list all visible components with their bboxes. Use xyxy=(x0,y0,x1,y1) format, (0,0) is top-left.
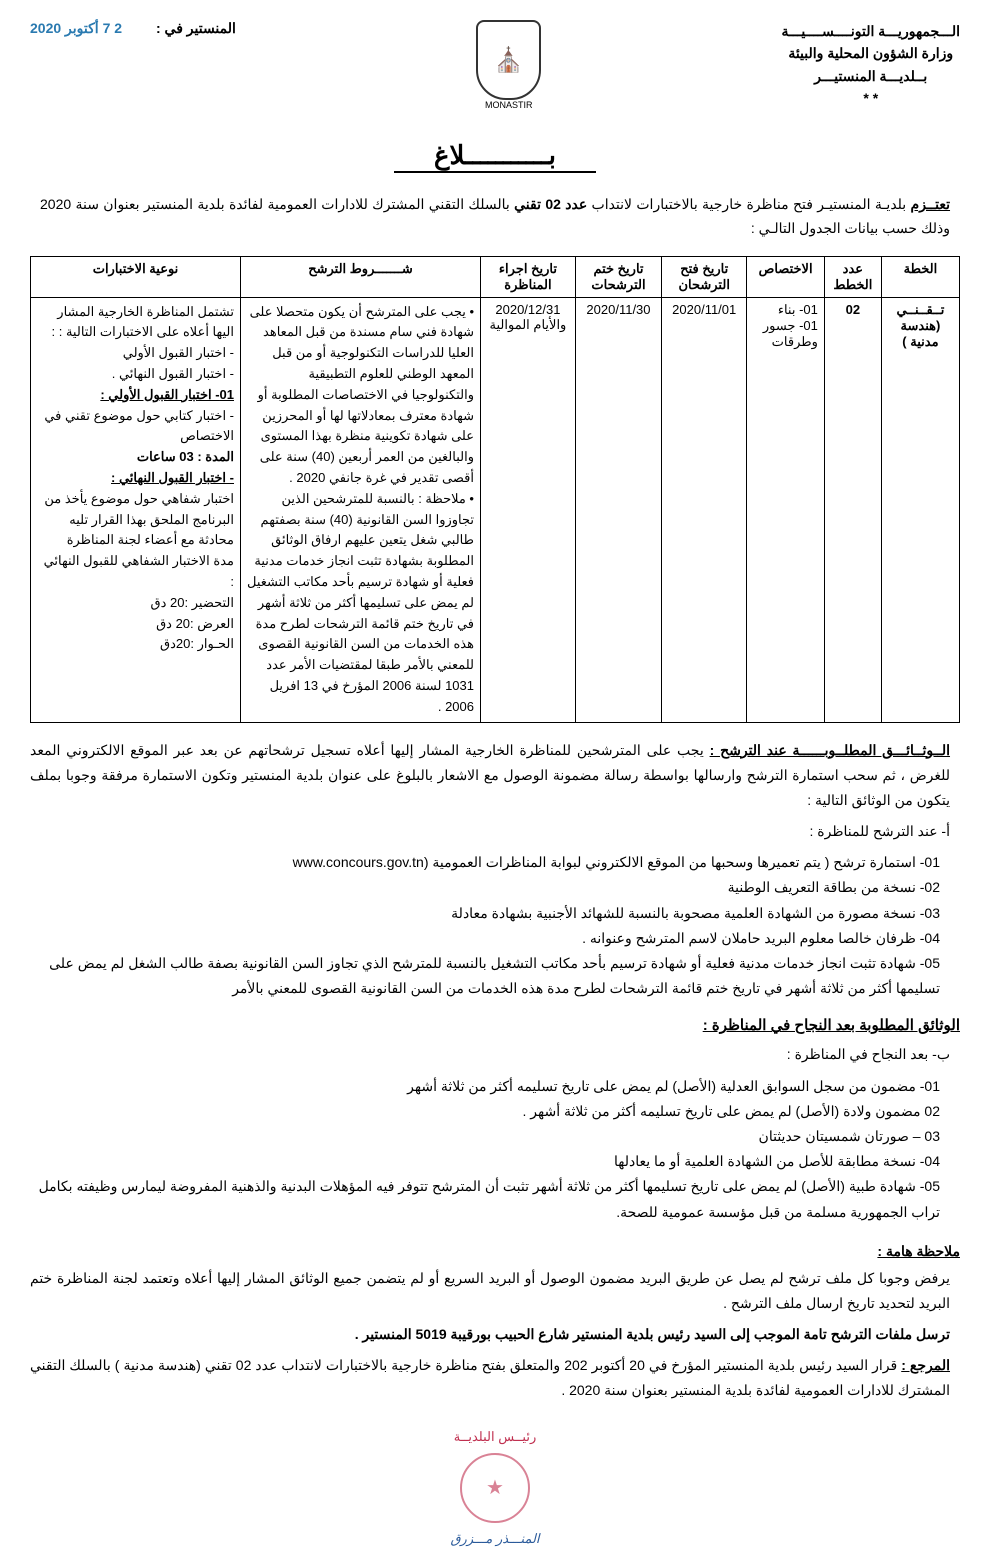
header-logo-block: MONASTIR xyxy=(476,20,541,110)
th-examtype: نوعية الاختبارات xyxy=(31,256,241,297)
docs-apply-block: الــوثــائـــق المطلــوبــــــة عند التر… xyxy=(30,738,950,814)
list-item: 02- نسخة من بطاقة التعريف الوطنية xyxy=(30,875,940,900)
note-ref-body: قرار السيد رئيس بلدية المنستير المؤرخ في… xyxy=(30,1357,950,1398)
cell-plan: تــقــنــي (هندسة مدنية ) xyxy=(881,297,959,722)
list-item: 04- نسخة مطابقة للأصل من الشهادة العلمية… xyxy=(30,1149,940,1174)
cell-examtype: تشتمل المناظرة الخارجية المشار اليها أعل… xyxy=(31,297,241,722)
intro-count: عدد 02 تقني xyxy=(514,196,587,212)
document-title: بـــــــــــلاغ xyxy=(394,140,596,173)
table-header-row: الخطة عدد الخطط الاختصاص تاريخ فتح الترش… xyxy=(31,256,960,297)
document-header: الـــجمهوريـــة التونــــســــيـــة وزار… xyxy=(30,20,960,110)
list-item: 05- شهادة تثبت انجاز خدمات مدنية فعلية أ… xyxy=(30,951,940,1001)
signature-block: رئيــس البلديــة المنـــذر مـــزرق xyxy=(30,1429,960,1547)
list-item: 02 مضمون ولادة (الأصل) لم يمض على تاريخ … xyxy=(30,1099,940,1124)
docs-success-list: 01- مضمون من سجل السوابق العدلية (الأصل)… xyxy=(30,1074,940,1225)
th-specialty: الاختصاص xyxy=(747,256,825,297)
header-authority: الـــجمهوريـــة التونــــســــيـــة وزار… xyxy=(782,20,960,110)
title-section: بـــــــــــلاغ xyxy=(30,140,960,173)
note-body1: يرفض وجوبا كل ملف ترشح لم يصل عن طريق ال… xyxy=(30,1266,950,1316)
date-value: 2 7 أكتوبر 2020 xyxy=(30,20,122,36)
docs-success-title: الوثائق المطلوبة بعد النجاح في المناظرة … xyxy=(30,1016,960,1034)
list-item: 05- شهادة طبية (الأصل) لم يمض على تاريخ … xyxy=(30,1174,940,1224)
docs-apply-subtitle: أ- عند الترشح للمناظرة : xyxy=(30,819,950,844)
recruitment-table: الخطة عدد الخطط الاختصاص تاريخ فتح الترش… xyxy=(30,256,960,723)
th-plan: الخطة xyxy=(881,256,959,297)
intro-prefix: تعتــزم xyxy=(911,196,950,212)
monastir-logo-icon xyxy=(476,20,541,100)
note-ref-label: المرجع : xyxy=(901,1357,950,1373)
th-open: تاريخ فتح الترشحان xyxy=(662,256,747,297)
stars: * * xyxy=(782,87,960,109)
exam-duration: المدة : 03 ساعات xyxy=(37,447,234,468)
signature-role: رئيــس البلديــة xyxy=(30,1429,960,1445)
header-date-block: المنستير في : 2 7 أكتوبر 2020 xyxy=(30,20,236,37)
exam-prelim-body: - اختبار كتابي حول موضوع تقني في الاختصا… xyxy=(37,406,234,448)
note-title: ملاحظة هامة : xyxy=(30,1243,960,1260)
exam-final-title: - اختبار القبول النهائي : xyxy=(37,468,234,489)
intro-paragraph: تعتــزم بلديـة المنستيـر فتح مناظرة خارج… xyxy=(40,193,950,241)
exam-final-body: اختبار شفاهي حول موضوع يأخذ من البرنامج … xyxy=(37,489,234,551)
exam-oral-2: الحـوار :20دق xyxy=(37,634,234,655)
exam-intro: تشتمل المناظرة الخارجية المشار اليها أعل… xyxy=(37,302,234,344)
cell-examdate: 2020/12/31 والأيام الموالية xyxy=(481,297,576,722)
th-close: تاريخ ختم الترشحات xyxy=(575,256,661,297)
ministry-name: وزارة الشؤون المحلية والبيئة xyxy=(782,42,960,64)
note-block: ملاحظة هامة : يرفض وجوبا كل ملف ترشح لم … xyxy=(30,1243,960,1404)
note-ref: المرجع : قرار السيد رئيس بلدية المنستير … xyxy=(30,1353,950,1403)
municipality-name: بــلديـــة المنستيـــر xyxy=(782,65,960,87)
exam-oral-0: التحضير :20 دق xyxy=(37,593,234,614)
exam-item-1: - اختبار القبول النهائي . xyxy=(37,364,234,385)
exam-item-0: - اختبار القبول الأولي xyxy=(37,343,234,364)
cell-open: 2020/11/01 xyxy=(662,297,747,722)
th-exam: تاريخ اجراء المناظرة xyxy=(481,256,576,297)
intro-body: بلديـة المنستيـر فتح مناظرة خارجية بالاخ… xyxy=(587,196,906,212)
docs-apply-title: الــوثــائـــق المطلــوبــــــة عند التر… xyxy=(710,742,950,758)
list-item: 03 – صورتان شمسيتان حديثتان xyxy=(30,1124,940,1149)
list-item: 01- مضمون من سجل السوابق العدلية (الأصل)… xyxy=(30,1074,940,1099)
docs-success-subtitle: ب- بعد النجاح في المناظرة : xyxy=(30,1042,950,1067)
date-label: المنستير في : xyxy=(156,20,236,36)
signature-name: المنـــذر مـــزرق xyxy=(30,1531,960,1547)
list-item: 03- نسخة مصورة من الشهادة العلمية مصحوبة… xyxy=(30,901,940,926)
cell-count: 02 xyxy=(824,297,881,722)
exam-oral-1: العرض :20 دق xyxy=(37,614,234,635)
cell-conditions: • يجب على المترشح أن يكون متحصلا على شها… xyxy=(241,297,481,722)
exam-prelim-title: 01- اختبار القبول الأولي : xyxy=(37,385,234,406)
note-body2: ترسل ملفات الترشح تامة الموجب إلى السيد … xyxy=(30,1322,950,1347)
cell-specialty: 01- بناء 01- جسور وطرقات xyxy=(747,297,825,722)
th-conditions: شـــــــروط الترشح xyxy=(241,256,481,297)
republic-name: الـــجمهوريـــة التونــــســــيـــة xyxy=(782,20,960,42)
list-item: 04- ظرفان خالصا معلوم البريد حاملان لاسم… xyxy=(30,926,940,951)
exam-oral-title: مدة الاختبار الشفاهي للقبول النهائي : xyxy=(37,551,234,593)
official-stamp-icon xyxy=(460,1453,530,1523)
th-count: عدد الخطط xyxy=(824,256,881,297)
list-item: 01- استمارة ترشح ( يتم تعميرها وسحبها من… xyxy=(30,850,940,875)
table-row: تــقــنــي (هندسة مدنية ) 02 01- بناء 01… xyxy=(31,297,960,722)
docs-apply-list: 01- استمارة ترشح ( يتم تعميرها وسحبها من… xyxy=(30,850,940,1001)
logo-label: MONASTIR xyxy=(476,100,541,110)
cell-close: 2020/11/30 xyxy=(575,297,661,722)
